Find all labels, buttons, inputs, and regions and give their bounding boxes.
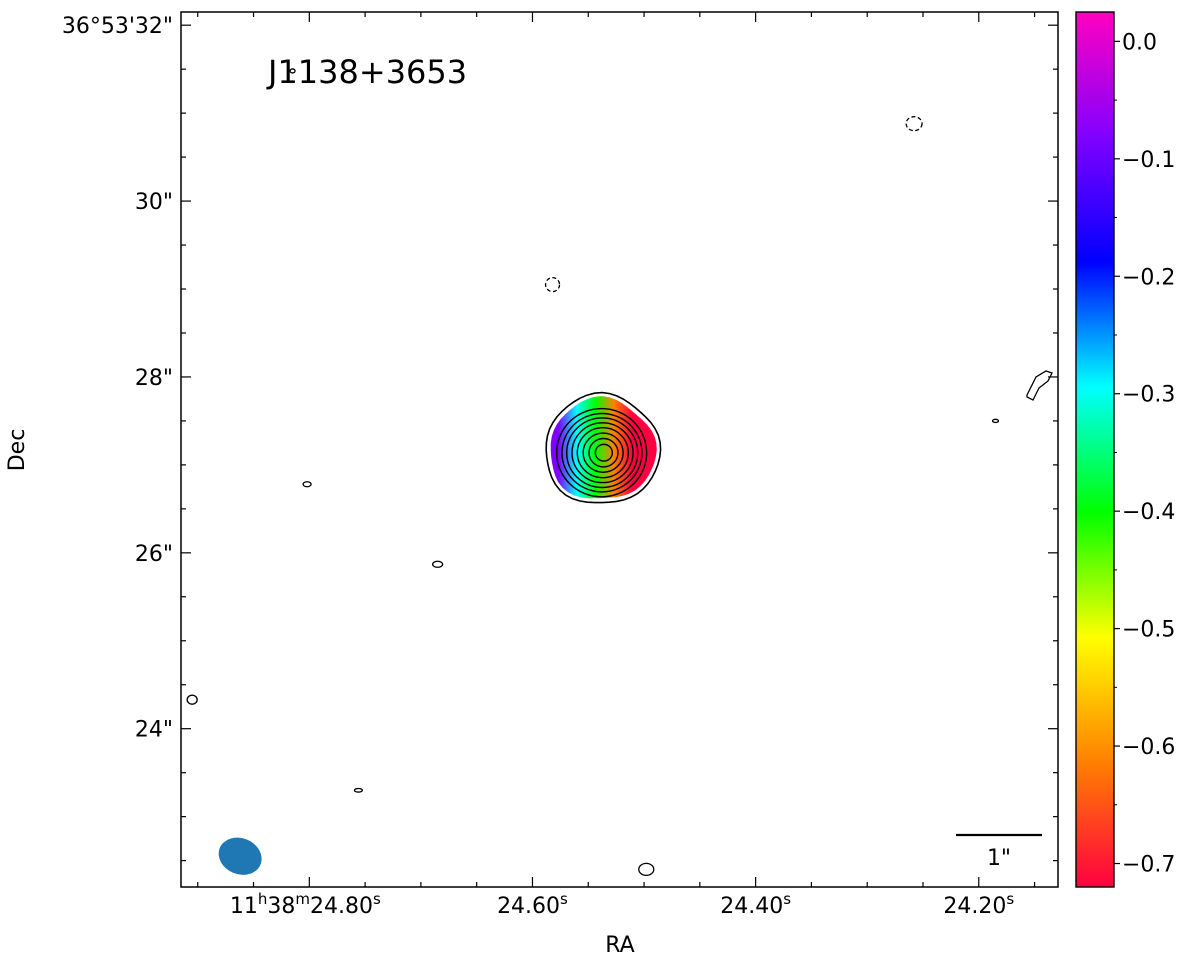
contour-level [588,437,619,468]
noise-contours [186,68,1053,877]
colorbar-gradient [1076,12,1114,887]
y-tick-label: 24" [135,718,173,743]
contour-level [561,412,643,493]
negative-noise-contour [905,116,923,132]
x-tick-labels: 11h38m24.80s 24.60s 24.40s 24.20s [230,890,1015,919]
y-tick-label: 30" [135,190,173,215]
colorbar-tick-labels: 0.0 −0.1 −0.2 −0.3 −0.4 −0.5 −0.6 −0.7 [1122,30,1175,877]
plot-area: 1" J1138+3653 [180,11,1059,888]
colorbar: 0.0 −0.1 −0.2 −0.3 −0.4 −0.5 −0.6 −0.7 [1075,11,1175,888]
y-tick-label: 36°53'32" [62,14,173,39]
colorbar-tick-label: −0.7 [1122,853,1175,878]
y-tick-labels: 36°53'32" 30" 28" 26" 24" [62,14,173,743]
contour-level [571,422,634,484]
contour-level [576,427,630,479]
x-tick-label: 11h38m24.80s [230,890,381,919]
x-axis-title: RA [605,933,634,958]
edge-noise-contour [1026,370,1053,401]
colorbar-frame [1075,11,1115,888]
outer-contour [545,391,662,504]
noise-contour [431,560,444,568]
noise-contour [638,862,655,877]
contour-level [594,443,614,462]
colorbar-tick-label: 0.0 [1122,30,1157,55]
noise-contour [991,418,1000,424]
y-tick-label: 28" [135,366,173,391]
noise-contour [353,787,364,793]
x-tick-label: 24.40s [720,890,791,919]
x-tick-label: 24.60s [497,890,568,919]
chart-title: J1138+3653 [266,53,467,91]
contour-set [555,407,648,498]
colorbar-tick-label: −0.6 [1122,735,1175,760]
contour-level [582,432,624,473]
noise-contour [186,694,198,705]
y-axis-title: Dec [5,429,30,472]
colorbar-tick-label: −0.2 [1122,265,1175,290]
axis-ticks [181,12,1058,887]
colorbar-tick-label: −0.4 [1122,500,1175,525]
colorbar-tick-label: −0.3 [1122,383,1175,408]
noise-contour [289,68,296,74]
contour-level [555,407,648,498]
colorbar-ticks [1114,40,1120,865]
noise-contour [302,481,312,488]
scale-bar-label: 1" [987,846,1011,871]
negative-noise-contour [544,276,561,293]
contour-level [566,417,639,489]
y-tick-label: 26" [135,542,173,567]
x-tick-label: 24.20s [943,890,1014,919]
plot-frame [180,11,1059,888]
beam-ellipse [218,837,262,875]
scale-bar: 1" [956,833,1042,871]
colorbar-tick-label: −0.1 [1122,148,1175,173]
colorbar-tick-label: −0.5 [1122,618,1175,643]
